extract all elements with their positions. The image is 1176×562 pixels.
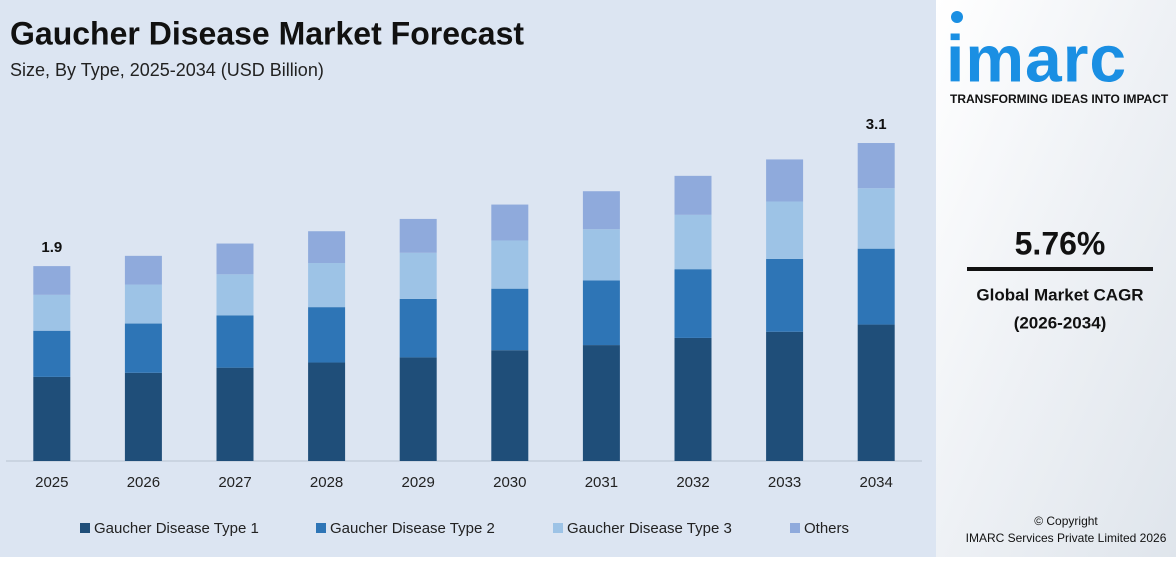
- bar-segment: [491, 240, 529, 289]
- cagr-label: Global Market CAGR: [976, 285, 1143, 304]
- x-tick-label: 2031: [585, 474, 618, 491]
- legend-label: Gaucher Disease Type 1: [94, 520, 259, 537]
- bar-segment: [491, 350, 529, 461]
- bar-segment: [308, 263, 346, 308]
- bar-segment: [33, 266, 71, 295]
- tagline: TRANSFORMING IDEAS INTO IMPACT: [950, 92, 1169, 106]
- cagr-value: 5.76%: [1015, 225, 1106, 261]
- bar-segment: [491, 288, 529, 351]
- x-tick-label: 2026: [127, 474, 160, 491]
- legend-swatch: [790, 523, 800, 533]
- cagr-period: (2026-2034): [1014, 313, 1107, 332]
- bar-segment: [124, 255, 162, 285]
- brand-panel: [936, 0, 1176, 557]
- bar-segment: [857, 188, 895, 249]
- bar-segment: [582, 280, 620, 346]
- bar-segment: [124, 323, 162, 373]
- bar-segment: [674, 337, 712, 461]
- bar-segment: [33, 376, 71, 461]
- x-tick-label: 2030: [493, 474, 526, 491]
- bar-segment: [216, 315, 254, 368]
- bar-segment: [857, 143, 895, 189]
- x-tick-label: 2032: [676, 474, 709, 491]
- bar-segment: [582, 191, 620, 230]
- legend-label: Gaucher Disease Type 2: [330, 520, 495, 537]
- bar-segment: [399, 298, 437, 358]
- bar-segment: [308, 362, 346, 461]
- x-tick-label: 2029: [402, 474, 435, 491]
- bar-segment: [766, 159, 804, 202]
- bar-segment: [766, 201, 804, 259]
- logo: imarc: [946, 21, 1127, 95]
- x-tick-label: 2028: [310, 474, 343, 491]
- copyright: © Copyright: [1034, 514, 1098, 528]
- chart-title: Gaucher Disease Market Forecast: [10, 15, 524, 51]
- bar-segment: [308, 231, 346, 264]
- legend-swatch: [316, 523, 326, 533]
- x-tick-label: 2033: [768, 474, 801, 491]
- x-tick-label: 2025: [35, 474, 68, 491]
- bar-segment: [582, 229, 620, 281]
- bar-segment: [216, 367, 254, 461]
- total-label: 3.1: [866, 116, 887, 133]
- total-label: 1.9: [41, 239, 62, 256]
- legend-label: Gaucher Disease Type 3: [567, 520, 732, 537]
- legend-label: Others: [804, 520, 849, 537]
- bar-segment: [399, 218, 437, 253]
- cagr-rule: [967, 267, 1153, 271]
- bar-segment: [124, 284, 162, 324]
- x-tick-label: 2027: [218, 474, 251, 491]
- bar-segment: [582, 345, 620, 461]
- bar-segment: [399, 252, 437, 299]
- chart-subtitle: Size, By Type, 2025-2034 (USD Billion): [10, 60, 324, 80]
- bar-segment: [33, 330, 71, 377]
- bar-segment: [766, 258, 804, 332]
- legend-swatch: [80, 523, 90, 533]
- bar-segment: [674, 214, 712, 270]
- bar-segment: [216, 243, 254, 275]
- bar-segment: [857, 248, 895, 325]
- bar-segment: [399, 357, 437, 461]
- legend-swatch: [553, 523, 563, 533]
- bar-segment: [308, 307, 346, 363]
- bar-segment: [766, 331, 804, 461]
- bar-segment: [857, 324, 895, 461]
- logo-dot: [951, 11, 963, 23]
- bar-segment: [216, 274, 254, 316]
- bar-segment: [674, 175, 712, 215]
- company: IMARC Services Private Limited 2026: [966, 531, 1167, 545]
- bar-segment: [491, 204, 529, 241]
- bar-segment: [674, 269, 712, 338]
- bar-segment: [124, 372, 162, 461]
- bar-segment: [33, 294, 71, 331]
- x-tick-label: 2034: [860, 474, 893, 491]
